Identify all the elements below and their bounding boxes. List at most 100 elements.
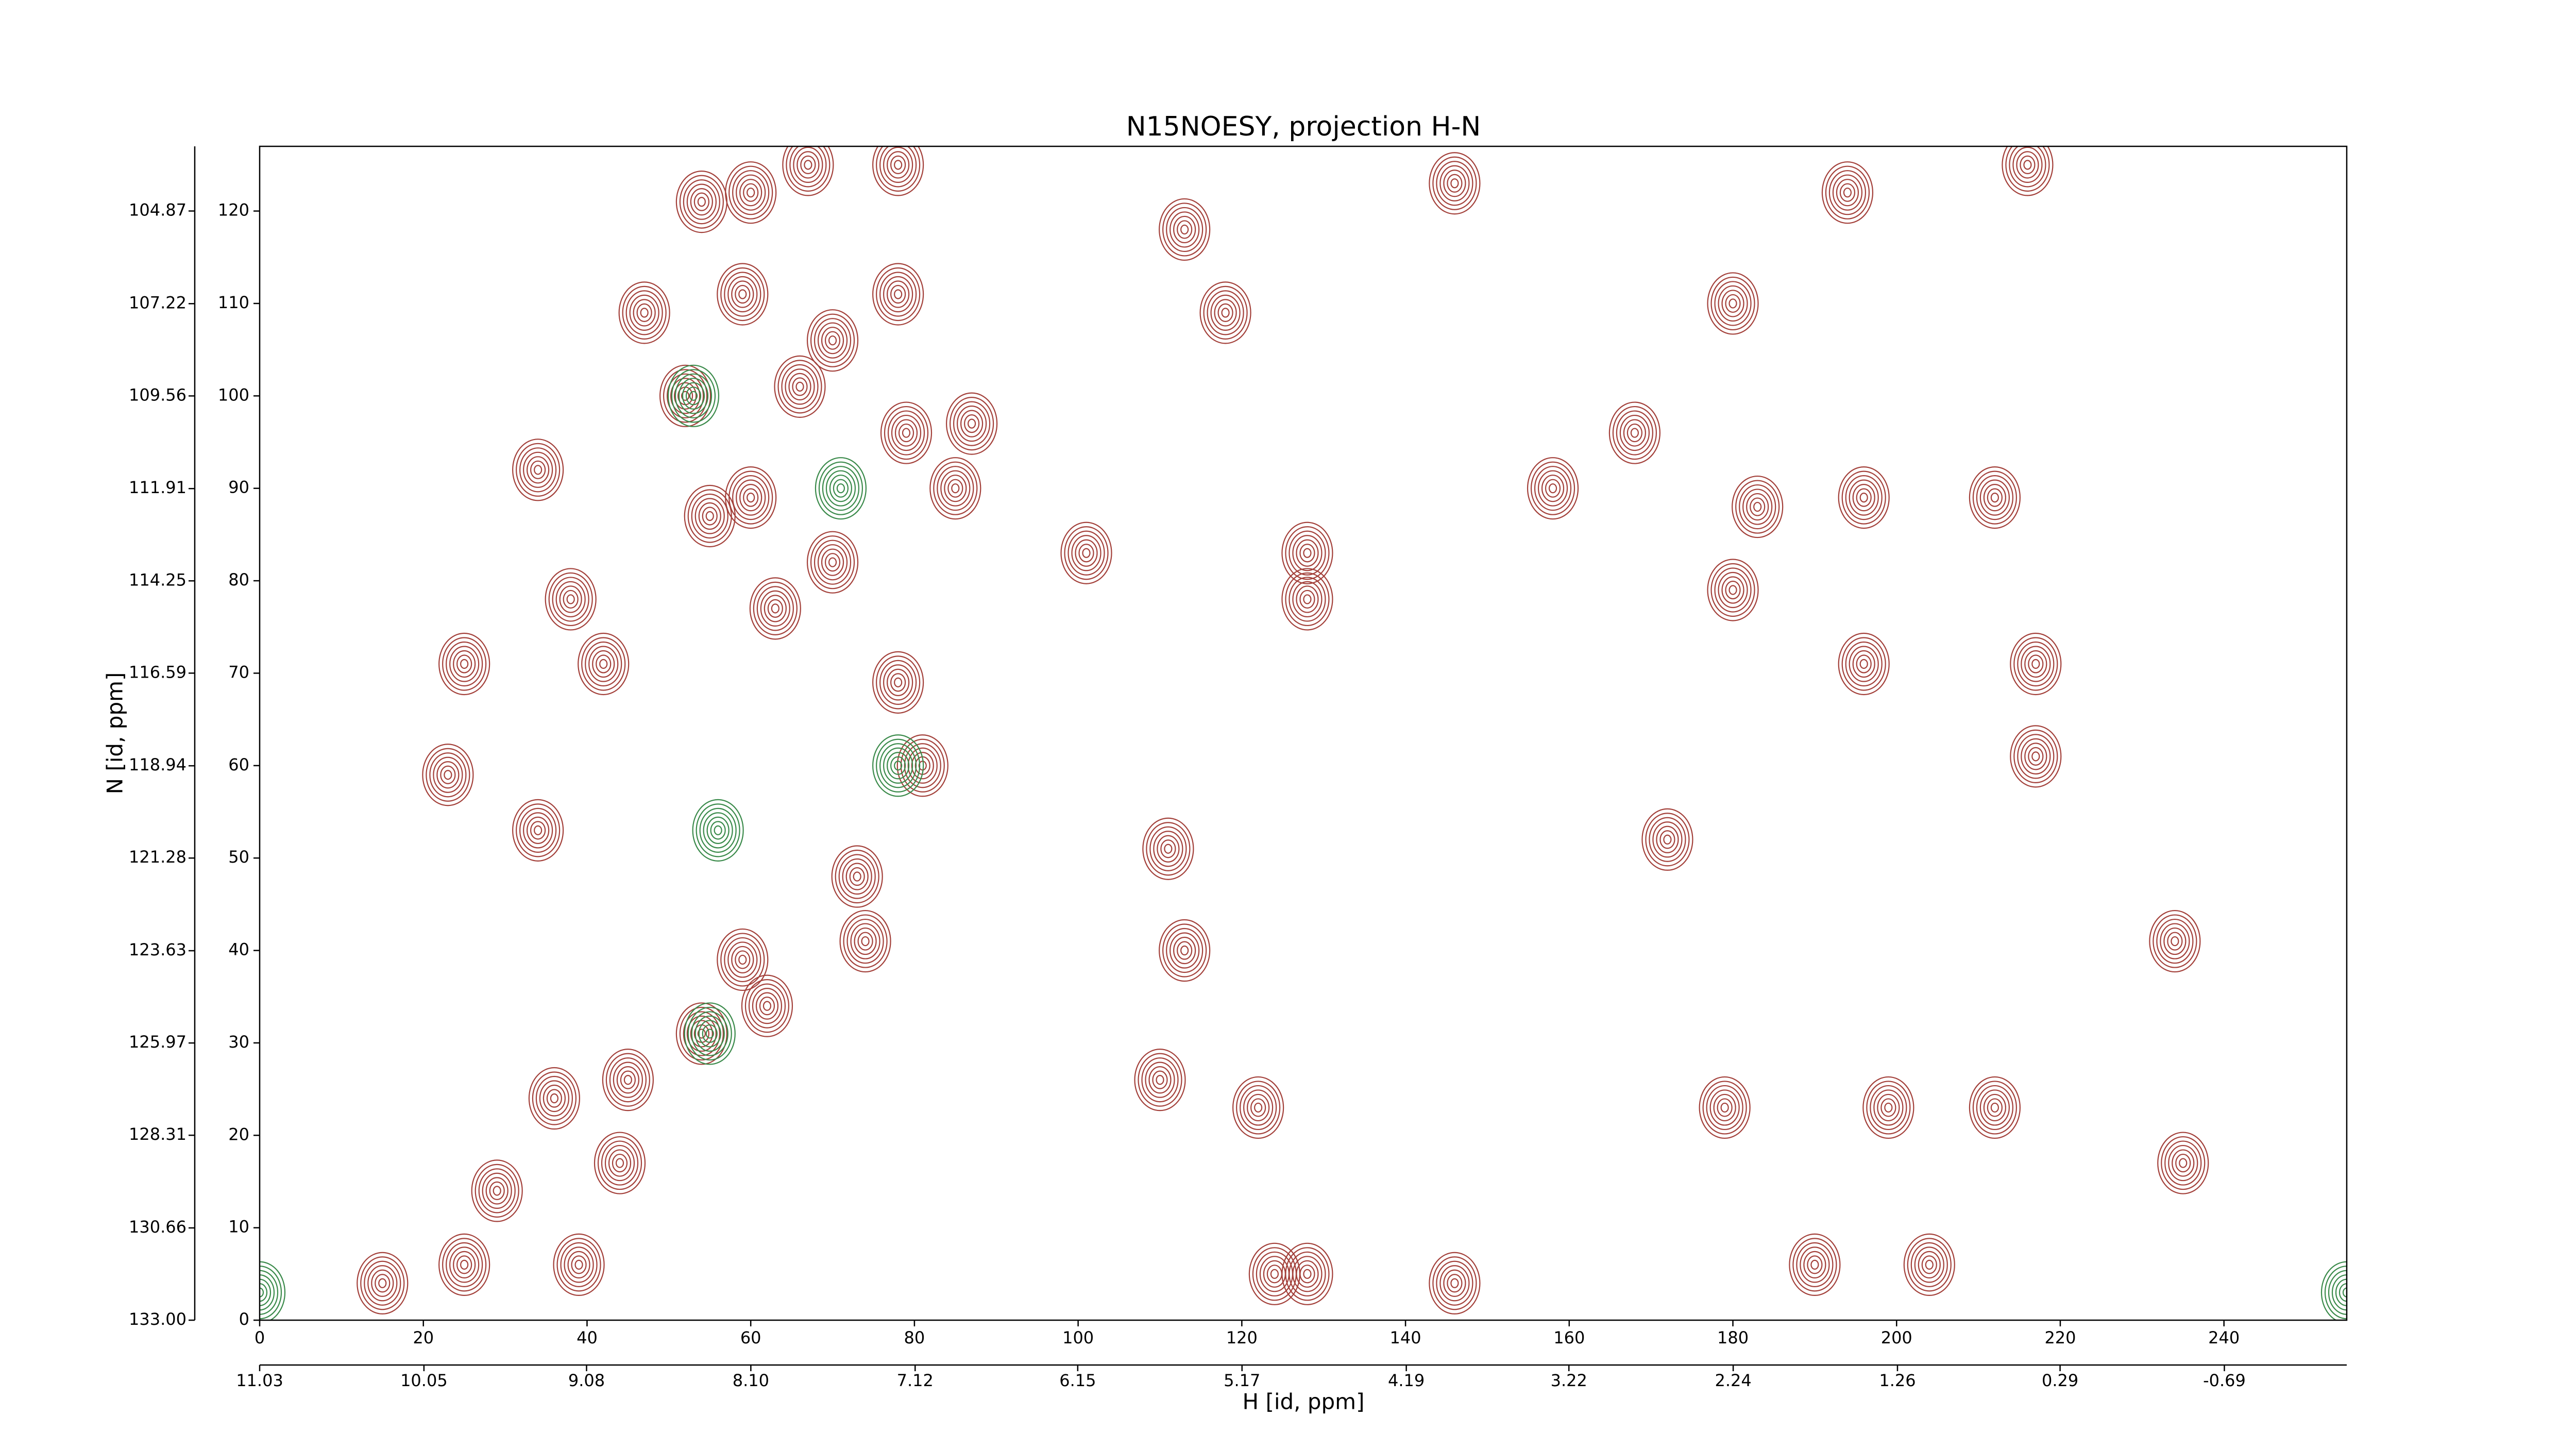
peak bbox=[512, 799, 564, 862]
contour-ring bbox=[2017, 641, 2055, 687]
contour-ring bbox=[1285, 526, 1330, 580]
contour-ring bbox=[1796, 1242, 1834, 1287]
contour-ring bbox=[552, 577, 589, 622]
contour-ring bbox=[1849, 479, 1879, 516]
contours bbox=[260, 146, 2347, 1320]
peak bbox=[717, 263, 769, 326]
contour-ring bbox=[894, 677, 903, 687]
contour-ring bbox=[523, 812, 553, 849]
contour-ring bbox=[764, 595, 787, 622]
peak bbox=[602, 1049, 654, 1111]
contour-ring bbox=[1138, 1053, 1182, 1107]
contour-ring bbox=[371, 1269, 394, 1297]
peak bbox=[896, 734, 948, 797]
contour-ring bbox=[960, 410, 984, 437]
contour-ring bbox=[625, 290, 663, 335]
contour-ring bbox=[512, 799, 564, 862]
contour-ring bbox=[550, 1093, 559, 1104]
contour-ring bbox=[887, 752, 910, 780]
contour-ring bbox=[760, 590, 790, 627]
peak bbox=[1732, 475, 1784, 538]
peak bbox=[2157, 1132, 2209, 1194]
contour-ring bbox=[442, 1238, 487, 1292]
contour-ring bbox=[367, 1265, 398, 1302]
contour-ring bbox=[1652, 821, 1683, 858]
contour-ring bbox=[850, 923, 880, 959]
x2-tick-label: 7.12 bbox=[897, 1371, 934, 1390]
contour-ring bbox=[422, 744, 474, 806]
peak bbox=[2010, 632, 2062, 696]
contour-ring bbox=[2335, 1278, 2347, 1306]
contour-ring bbox=[436, 761, 460, 789]
contour-ring bbox=[1443, 170, 1466, 197]
contour-ring bbox=[1299, 589, 1315, 609]
contour-ring bbox=[2153, 914, 2197, 968]
contour-ring bbox=[736, 479, 766, 516]
contour-ring bbox=[471, 1159, 523, 1222]
contour-ring bbox=[697, 1029, 706, 1039]
x-tick-label: 180 bbox=[1717, 1328, 1749, 1347]
contour-ring bbox=[846, 918, 884, 964]
contour-ring bbox=[1866, 1081, 1911, 1135]
contour-ring bbox=[602, 1049, 654, 1111]
contour-ring bbox=[527, 456, 550, 484]
contour-ring bbox=[1180, 945, 1189, 956]
peak bbox=[1641, 808, 1693, 871]
contour-ring bbox=[854, 927, 877, 955]
contour-ring bbox=[1843, 188, 1852, 198]
contour-ring bbox=[1789, 1233, 1841, 1296]
peak bbox=[2002, 146, 2054, 196]
contour-ring bbox=[735, 950, 751, 969]
x2-tick-label: 10.05 bbox=[400, 1371, 448, 1390]
peak bbox=[1142, 817, 1194, 880]
contour-ring bbox=[260, 1287, 264, 1298]
contour-ring bbox=[2157, 1132, 2209, 1194]
contour-ring bbox=[2002, 146, 2054, 196]
contour-ring bbox=[872, 263, 924, 326]
contour-ring bbox=[1134, 1049, 1186, 1111]
contour-ring bbox=[482, 1172, 512, 1209]
contour-ring bbox=[1217, 303, 1233, 322]
contour-ring bbox=[755, 992, 779, 1020]
contour-ring bbox=[679, 175, 724, 229]
contour-ring bbox=[663, 369, 708, 423]
peak bbox=[692, 799, 744, 862]
contour-ring bbox=[2010, 725, 2062, 788]
contour-ring bbox=[523, 451, 553, 488]
y-tick-label: 20 bbox=[228, 1124, 249, 1144]
contour-ring bbox=[693, 192, 709, 211]
contour-ring bbox=[1972, 470, 2017, 525]
contour-ring bbox=[1232, 1076, 1284, 1139]
contour-ring bbox=[728, 165, 773, 220]
contour-ring bbox=[703, 812, 733, 849]
contour-ring bbox=[1439, 165, 1470, 201]
contour-ring bbox=[724, 937, 761, 983]
contour-ring bbox=[678, 378, 709, 414]
peak bbox=[749, 577, 801, 640]
contour-ring bbox=[685, 386, 702, 406]
contour-ring bbox=[556, 1238, 601, 1292]
contour-ring bbox=[1289, 577, 1326, 622]
y-tick-label: 30 bbox=[228, 1032, 249, 1052]
y-tick-label: 110 bbox=[218, 293, 249, 312]
contour-ring bbox=[636, 303, 652, 322]
peak bbox=[675, 1002, 727, 1065]
contour-ring bbox=[702, 1024, 718, 1043]
contour-ring bbox=[2324, 1266, 2347, 1320]
contour-ring bbox=[872, 651, 924, 714]
peak bbox=[929, 457, 981, 520]
contour-ring bbox=[810, 535, 855, 589]
peak bbox=[684, 1002, 736, 1065]
contour-ring bbox=[378, 1278, 387, 1288]
contour-ring bbox=[1248, 1242, 1300, 1305]
contour-ring bbox=[2021, 738, 2051, 774]
contour-ring bbox=[759, 997, 775, 1016]
contour-ring bbox=[585, 641, 622, 687]
contour-ring bbox=[1447, 1274, 1463, 1293]
contour-ring bbox=[1803, 1251, 1826, 1278]
contour-ring bbox=[732, 475, 770, 520]
contour-ring bbox=[1162, 923, 1207, 978]
peak bbox=[471, 1159, 523, 1222]
contour-ring bbox=[876, 146, 921, 192]
